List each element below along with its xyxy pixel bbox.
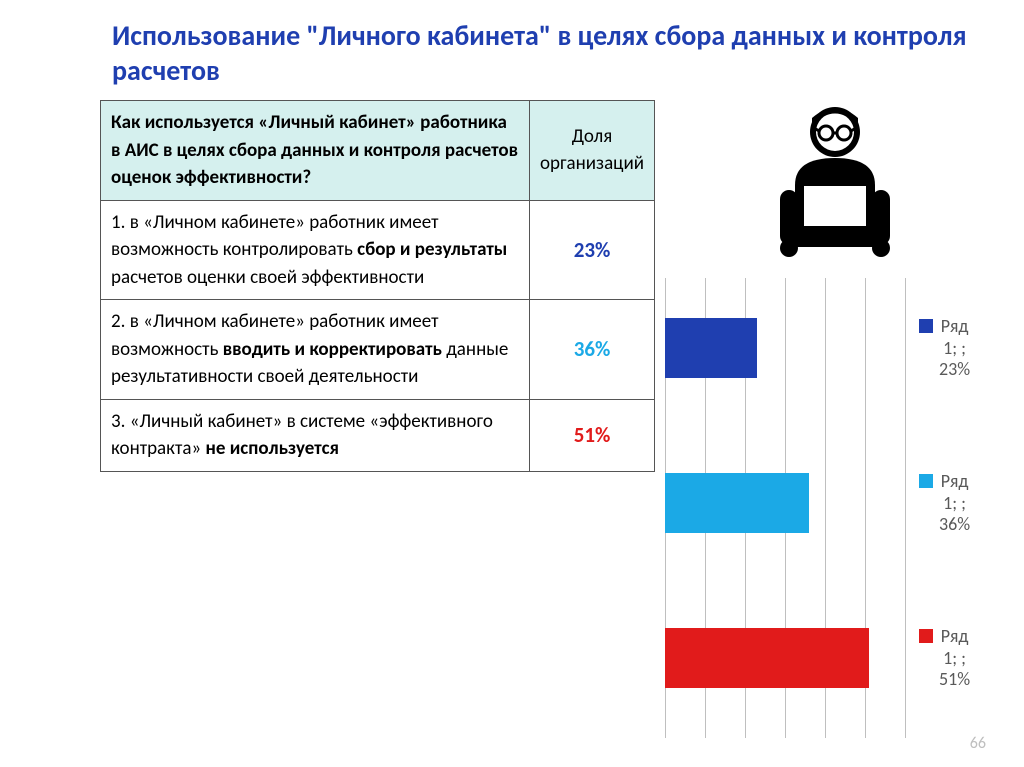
legend-item: Ряд1; ;36% xyxy=(919,471,970,536)
table-row: 1. в «Личном кабинете» работник имеет во… xyxy=(101,200,655,300)
legend-swatch xyxy=(919,474,933,488)
legend-item: Ряд1; ;51% xyxy=(919,626,970,691)
bar-row xyxy=(665,318,757,378)
legend-item: Ряд1; ;23% xyxy=(919,316,970,381)
col2-header: Доля организаций xyxy=(530,101,655,201)
gridline xyxy=(905,278,906,738)
row-value: 23% xyxy=(530,200,655,300)
data-table: Как используется «Личный кабинет» работн… xyxy=(100,100,655,472)
row-value: 36% xyxy=(530,300,655,400)
bar xyxy=(665,473,809,533)
legend-swatch xyxy=(919,319,933,333)
content-row: Как используется «Личный кабинет» работн… xyxy=(0,100,1024,738)
bar-chart: Ряд1; ;23% Ряд1; ;36% Ряд1; ;51% xyxy=(665,278,985,738)
col1-header: Как используется «Личный кабинет» работн… xyxy=(101,101,530,201)
table-row: 2. в «Личном кабинете» работник имеет во… xyxy=(101,300,655,400)
bar xyxy=(665,628,869,688)
row-text: 1. в «Личном кабинете» работник имеет во… xyxy=(101,200,530,300)
legend-text: Ряд1; ;23% xyxy=(939,316,970,381)
legend-swatch xyxy=(919,629,933,643)
bar-row xyxy=(665,473,809,533)
right-column: Ряд1; ;23% Ряд1; ;36% Ряд1; ;51% xyxy=(665,100,1005,738)
row-value: 51% xyxy=(530,399,655,471)
legend-text: Ряд1; ;51% xyxy=(939,626,970,691)
page-title: Использование "Личного кабинета" в целях… xyxy=(0,0,1024,100)
row-text: 2. в «Личном кабинете» работник имеет во… xyxy=(101,300,530,400)
row-text: 3. «Личный кабинет» в системе «эффективн… xyxy=(101,399,530,471)
bar xyxy=(665,318,757,378)
page-number: 66 xyxy=(970,734,986,753)
legend-text: Ряд1; ;36% xyxy=(939,471,970,536)
bar-row xyxy=(665,628,869,688)
person-computer-icon xyxy=(665,100,1005,270)
table-row: 3. «Личный кабинет» в системе «эффективн… xyxy=(101,399,655,471)
